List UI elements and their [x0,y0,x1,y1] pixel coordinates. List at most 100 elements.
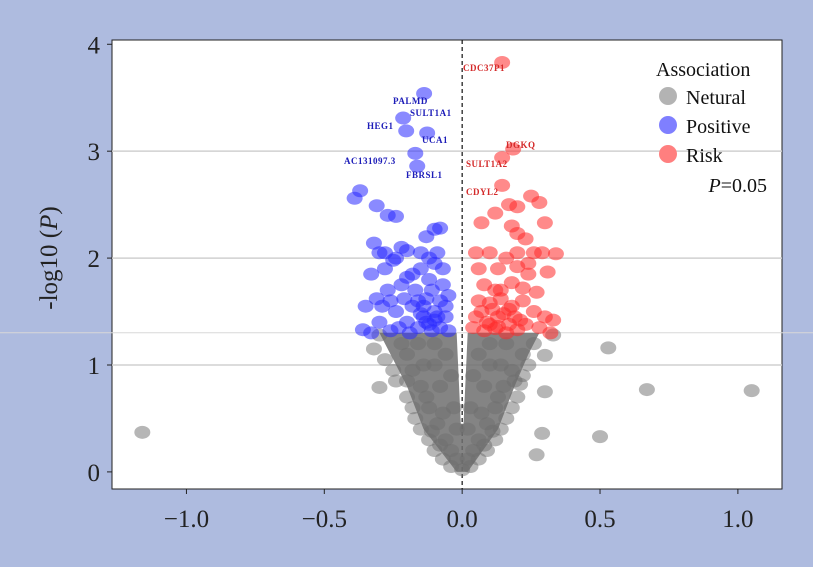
point-positive [418,230,435,244]
point-positive [371,315,388,329]
point-positive [399,244,416,258]
point-risk [473,305,490,319]
point-netural [371,380,388,394]
data-points [134,55,760,477]
labeled-point [494,55,511,69]
legend-label-risk: Risk [686,145,723,167]
point-label: SULT1A2 [466,159,508,169]
legend-swatch-positive [659,116,677,134]
labeled-point [416,86,433,100]
point-positive [440,324,457,338]
legend: Association Netural Positive Risk P=0.05 [656,59,767,197]
point-netural [432,379,449,393]
point-netural [470,347,487,361]
point-label: HEG1 [367,121,394,131]
point-netural [536,348,553,362]
point-risk [539,265,556,279]
point-positive [387,251,404,265]
point-netural [600,341,617,355]
point-netural [399,390,416,404]
point-positive [407,283,424,297]
point-netural [437,347,454,361]
legend-title: Association [656,59,750,81]
point-netural [487,401,504,415]
point-netural [426,358,443,372]
y-tick-label: 1 [88,353,101,380]
point-risk [473,216,490,230]
point-risk [531,195,548,209]
point-netural [743,384,760,398]
labeled-point [409,159,426,173]
labeled-point [494,151,511,165]
point-netural [426,337,443,351]
point-positive [429,310,446,324]
y-axis-ticks: 0 1 2 3 4 [88,32,112,487]
point-netural [376,353,393,367]
point-risk [534,246,551,260]
point-risk [514,294,531,308]
x-tick-label: 1.0 [722,506,753,533]
point-netural [448,452,465,466]
point-label: FBRSL1 [406,170,443,180]
point-risk [470,262,487,276]
point-netural [506,374,523,388]
point-positive [421,251,438,265]
point-label: CDC37P1 [463,63,505,73]
point-risk [514,281,531,295]
point-positive [376,262,393,276]
point-risk [517,317,534,331]
point-risk [545,313,562,327]
point-netural [638,383,655,397]
x-tick-label: 0.0 [447,506,478,533]
point-netural [443,369,460,383]
point-positive [382,324,399,338]
point-label: CDYL2 [466,187,499,197]
point-netural [385,363,402,377]
point-netural [448,422,465,436]
point-netural [399,374,416,388]
point-positive [363,267,380,281]
point-netural [528,448,545,462]
point-risk [501,302,518,316]
point-netural [484,424,501,438]
point-risk [481,317,498,331]
point-netural [134,425,151,439]
point-netural [365,342,382,356]
point-risk [487,206,504,220]
point-netural [503,401,520,415]
point-positive [401,326,418,340]
point-netural [410,337,427,351]
point-risk [528,285,545,299]
point-risk [467,246,484,260]
y-tick-label: 3 [88,139,101,166]
point-label: SULT1A1 [410,108,452,118]
legend-label-netural: Netural [686,87,746,109]
point-label: UCA1 [422,135,448,145]
x-axis-ticks: −1.0 −0.5 0.0 0.5 1.0 [164,489,754,533]
point-risk [509,246,526,260]
point-risk [517,232,534,246]
legend-swatch-netural [659,87,677,105]
point-positive [346,191,363,205]
point-netural [520,358,537,372]
point-labels: CDC37P1 PALMD SULT1A1 HEG1 UCA1 DGKQ AC131097.… [344,63,535,197]
point-netural [418,390,435,404]
point-positive [368,199,385,213]
point-label: PALMD [393,96,428,106]
labeled-point [395,111,412,125]
point-netural [481,337,498,351]
labeled-point [398,124,415,138]
point-netural [525,337,542,351]
point-netural [412,379,429,393]
point-risk [490,262,507,276]
point-netural [498,411,515,425]
x-tick-label: −1.0 [164,506,209,533]
point-positive [410,294,427,308]
point-netural [490,390,507,404]
point-netural [407,411,424,425]
y-axis-label: -log10 (P) [36,206,63,309]
point-netural [473,406,490,420]
point-netural [481,358,498,372]
point-netural [492,358,509,372]
